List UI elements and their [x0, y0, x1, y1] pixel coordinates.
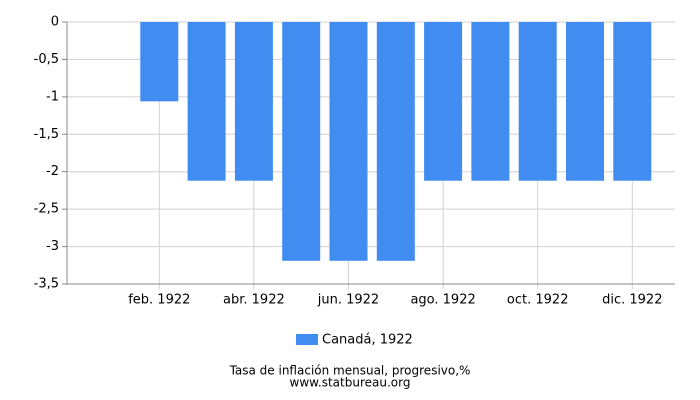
bar: [187, 22, 226, 181]
chart-title: Tasa de inflación mensual, progresivo,%: [229, 364, 471, 378]
bar: [234, 22, 273, 181]
y-tick-label: 0: [51, 15, 59, 30]
x-tick-label: dic. 1922: [602, 293, 662, 308]
y-tick-label: -3,5: [34, 277, 59, 292]
bar: [329, 22, 368, 261]
y-tick-label: -2: [46, 164, 59, 179]
bar: [424, 22, 463, 181]
x-tick-label: jun. 1922: [317, 293, 379, 308]
chart-subtitle: www.statbureau.org: [290, 376, 411, 390]
x-tick-label: feb. 1922: [128, 293, 190, 308]
legend-swatch: [296, 334, 318, 345]
y-tick-label: -0,5: [34, 52, 59, 67]
y-tick-label: -2,5: [34, 202, 59, 217]
y-tick-label: -1: [46, 89, 59, 104]
bar: [613, 22, 652, 181]
x-tick-label: ago. 1922: [410, 293, 475, 308]
legend-label: Canadá, 1922: [322, 333, 413, 348]
bar: [282, 22, 321, 261]
x-tick-label: abr. 1922: [223, 293, 285, 308]
x-tick-label: oct. 1922: [507, 293, 569, 308]
bar: [471, 22, 510, 181]
bar: [140, 22, 179, 102]
y-tick-label: -1,5: [34, 127, 59, 142]
bar: [518, 22, 557, 181]
bar: [376, 22, 415, 261]
y-tick-label: -3: [46, 239, 59, 254]
bar: [566, 22, 604, 181]
